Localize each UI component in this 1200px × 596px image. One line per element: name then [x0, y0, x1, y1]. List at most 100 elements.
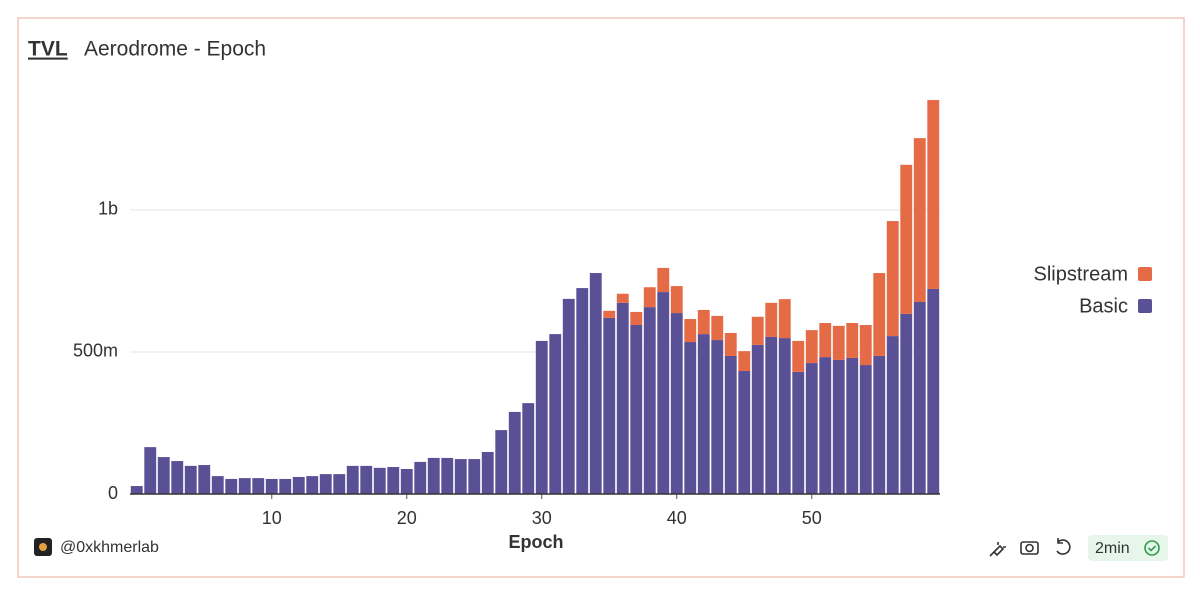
x-tick-label: 20	[397, 508, 417, 528]
bar-segment	[643, 287, 656, 308]
bar-segment	[751, 316, 764, 345]
bar-segment	[292, 476, 305, 494]
refresh-icon[interactable]	[1056, 538, 1071, 555]
bar-segment	[549, 334, 562, 494]
bar-segment	[522, 403, 535, 494]
bar-segment	[346, 465, 359, 494]
x-tick-label: 30	[532, 508, 552, 528]
bar-segment	[738, 351, 751, 372]
bar-segment	[211, 476, 224, 494]
bar-segment	[603, 310, 616, 318]
bar-segment	[400, 469, 413, 494]
bar-segment	[859, 325, 872, 366]
bar-segment	[184, 465, 197, 494]
bar-segment	[927, 100, 940, 289]
bar-segment	[576, 288, 589, 494]
chart-subtitle: Aerodrome - Epoch	[84, 38, 266, 61]
bar-segment	[873, 273, 886, 356]
x-tick-label: 10	[262, 508, 282, 528]
chart-title[interactable]: TVL	[28, 38, 68, 61]
bar-segment	[643, 307, 656, 494]
bar-segment	[468, 459, 481, 494]
bar-segment	[697, 334, 710, 494]
bar-segment	[427, 457, 440, 494]
check-mark	[1147, 545, 1157, 552]
bar-segment	[616, 293, 629, 303]
toolbar	[989, 538, 1071, 557]
bar-segment	[157, 457, 170, 494]
bar-segment	[819, 357, 832, 494]
bar-segment	[792, 340, 805, 372]
bar-segment	[441, 457, 454, 494]
bar-segment	[913, 301, 926, 494]
bar-segment	[778, 299, 791, 339]
bar-segment	[562, 298, 575, 494]
bar-segment	[751, 344, 764, 494]
bar-segment	[657, 267, 670, 293]
bar-segment	[265, 478, 278, 494]
camera-lens	[1025, 543, 1034, 553]
bar-segment	[630, 311, 643, 326]
bar-segment	[805, 363, 818, 494]
legend-label: Basic	[1079, 295, 1128, 317]
bar-segment	[657, 292, 670, 494]
bar-segment	[859, 365, 872, 494]
bar-segment	[238, 478, 251, 494]
bar-segment	[846, 357, 859, 494]
bar-segment	[927, 288, 940, 494]
bar-segment	[414, 461, 427, 494]
legend-swatch	[1138, 267, 1152, 281]
x-tick-label: 40	[667, 508, 687, 528]
bar-segment	[778, 338, 791, 494]
bar-segment	[319, 474, 332, 494]
bar-segment	[724, 332, 737, 356]
y-tick-label: 500m	[73, 341, 118, 361]
embed-icon[interactable]	[989, 542, 1006, 557]
camera-icon[interactable]	[1020, 541, 1039, 555]
bar-segment	[819, 323, 832, 358]
bar-segment	[603, 317, 616, 494]
legend-label: Slipstream	[1034, 263, 1128, 285]
bar-segment	[738, 371, 751, 494]
bar-segment	[630, 325, 643, 494]
bar-segment	[225, 478, 238, 494]
y-tick-label: 0	[108, 483, 118, 503]
author-avatar-dot	[39, 543, 47, 551]
x-tick-label: 50	[802, 508, 822, 528]
bar-segment	[252, 478, 265, 494]
bar-segment	[846, 323, 859, 358]
legend-swatch	[1138, 299, 1152, 313]
bar-segment	[684, 319, 697, 343]
bar-segment	[589, 273, 602, 494]
bar-segment	[765, 302, 778, 337]
bar-segment	[373, 467, 386, 494]
check-icon	[1144, 540, 1160, 556]
x-axis-label: Epoch	[508, 532, 563, 552]
bar-segment	[198, 465, 211, 494]
bar-segment	[792, 371, 805, 494]
bar-segment	[886, 221, 899, 337]
bar-segment	[724, 355, 737, 494]
bar-segment	[873, 355, 886, 494]
bar-segment	[900, 164, 913, 314]
refresh-time: 2min	[1095, 540, 1130, 557]
bar-segment	[333, 474, 346, 494]
bar-segment	[913, 138, 926, 302]
bar-segment	[711, 340, 724, 494]
bar-segment	[387, 467, 400, 494]
bar-segment	[144, 447, 157, 494]
bar-segment	[832, 325, 845, 360]
bar-segment	[616, 302, 629, 494]
bar-segment	[670, 313, 683, 494]
author[interactable]: @0xkhmerlab	[60, 539, 159, 556]
bar-segment	[697, 309, 710, 335]
bar-segment	[454, 459, 467, 494]
bar-segment	[495, 430, 508, 494]
bar-segment	[684, 342, 697, 494]
bar-segment	[832, 359, 845, 494]
bar-segment	[481, 451, 494, 494]
bar-segment	[279, 478, 292, 494]
bar-segment	[886, 336, 899, 494]
bar-segment	[171, 461, 184, 494]
